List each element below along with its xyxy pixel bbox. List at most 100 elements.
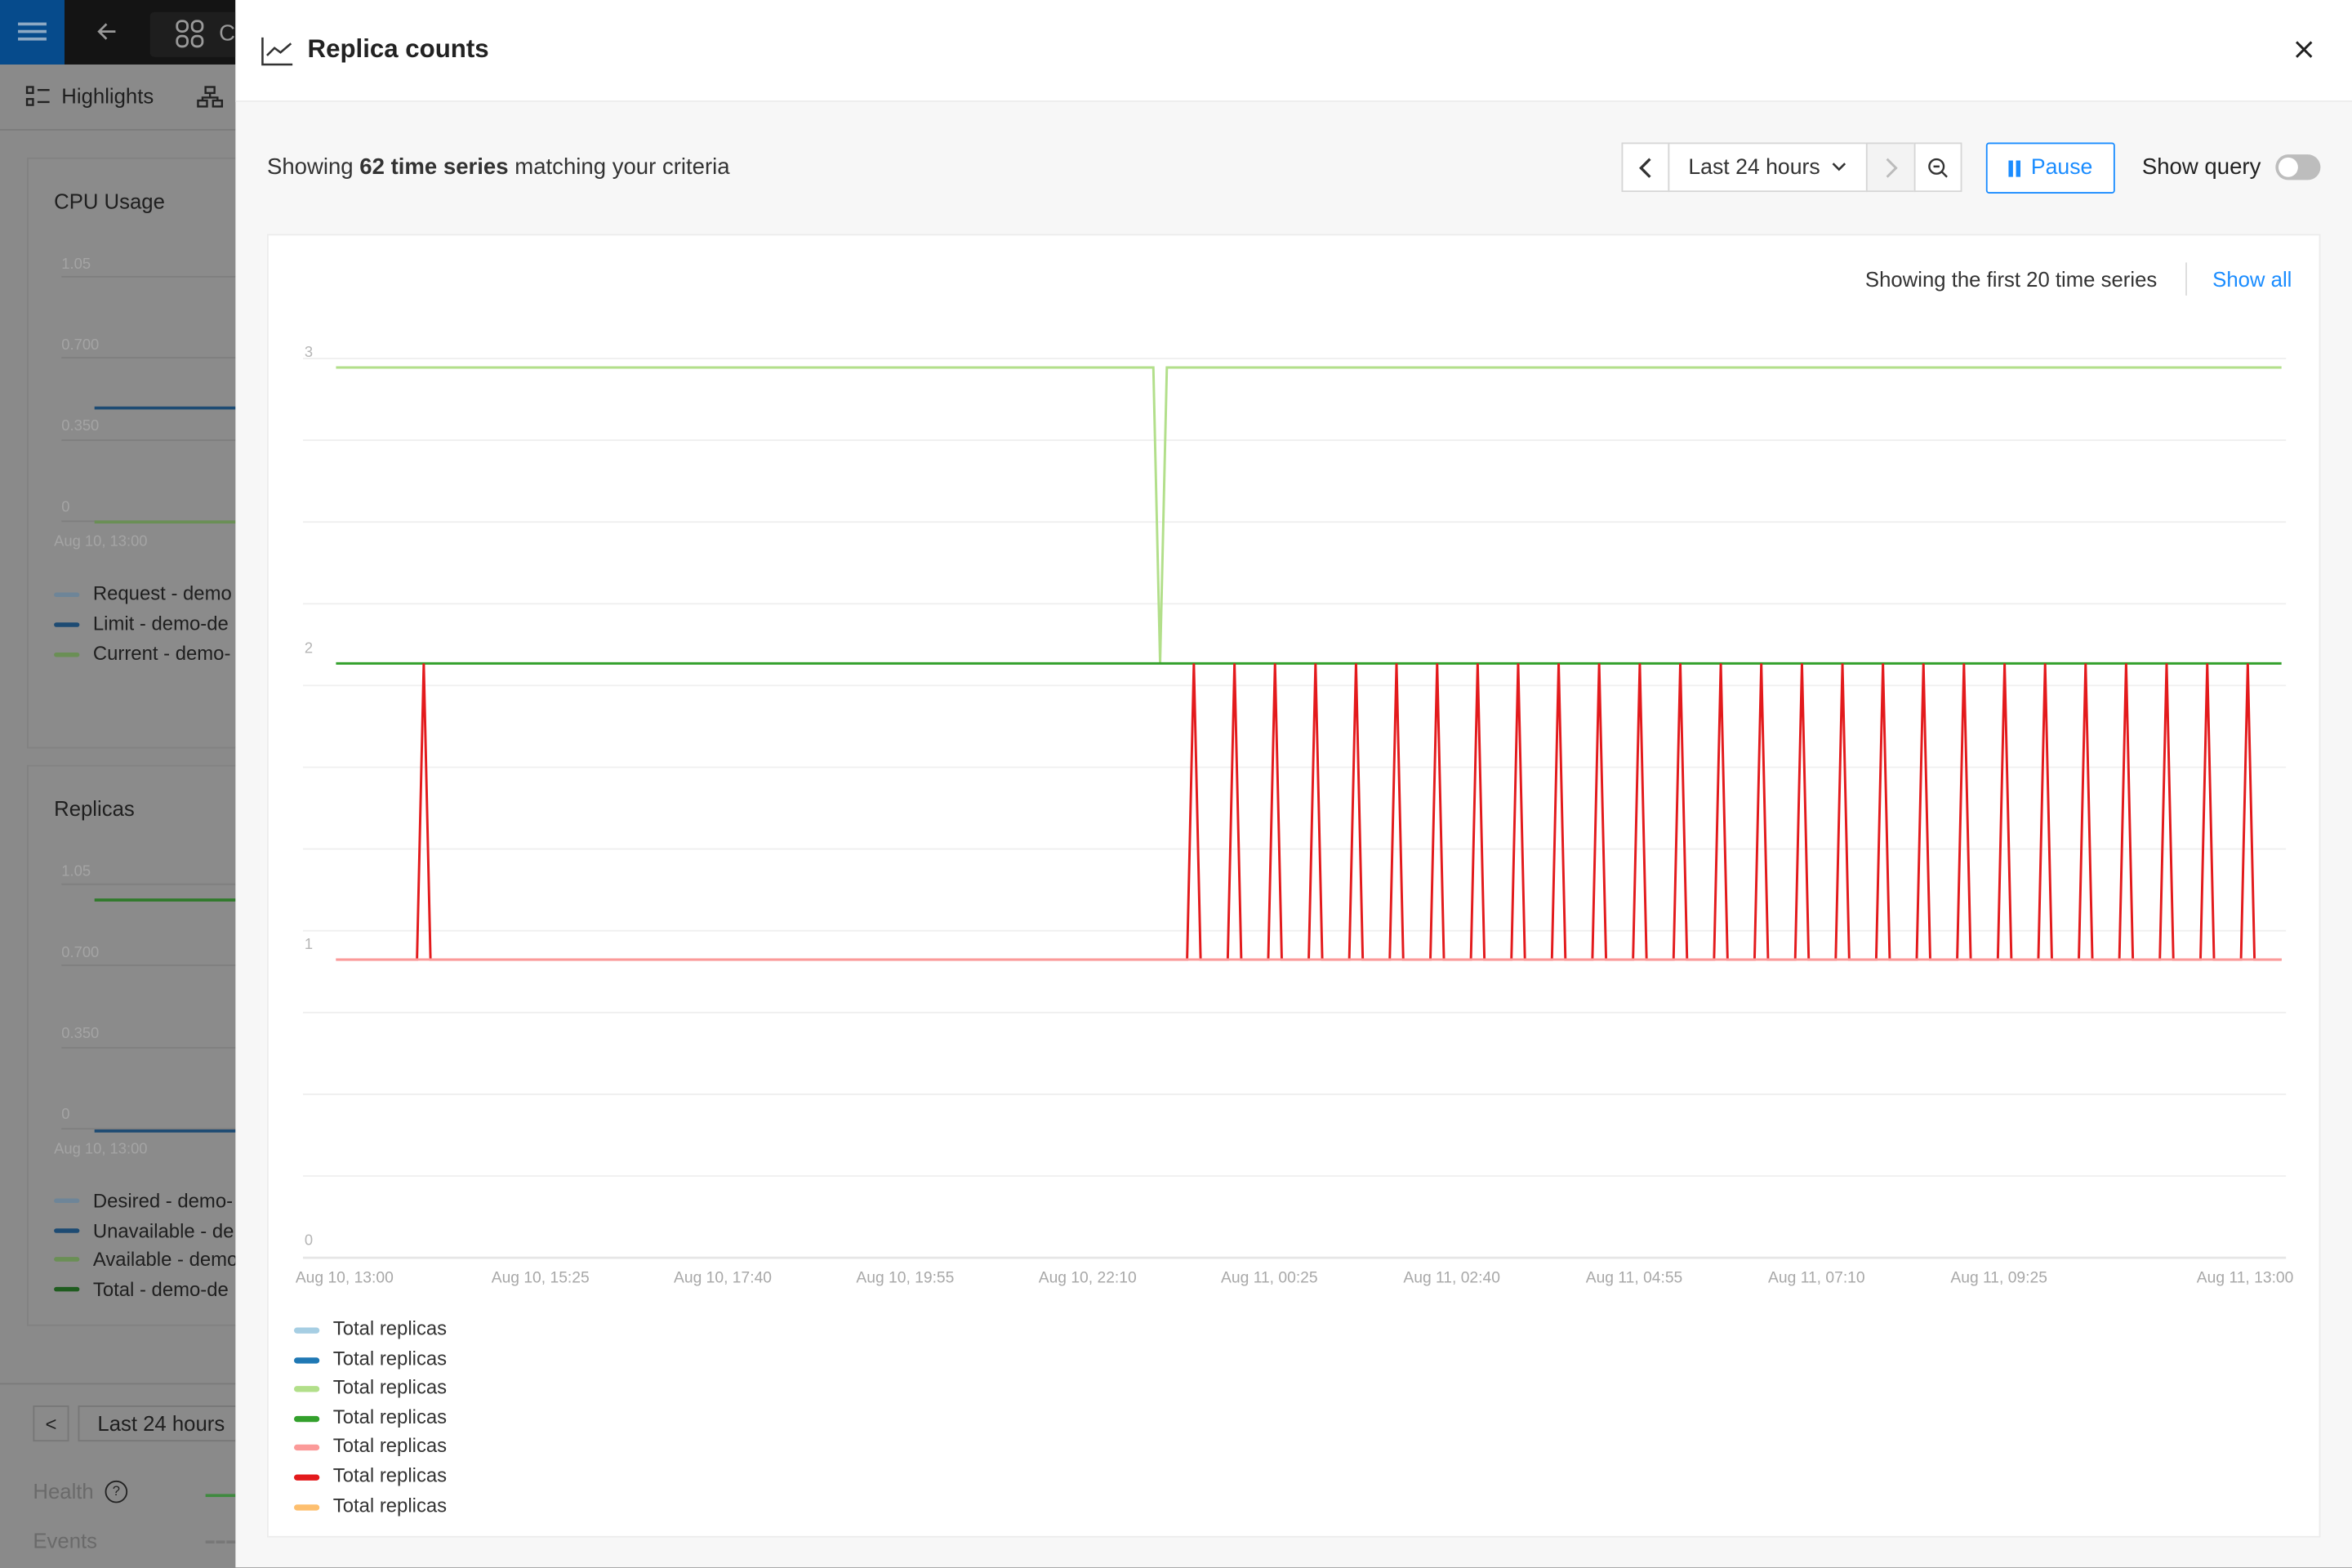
x-tick: Aug 10, 13:00	[54, 533, 148, 551]
summary-count: 62 time series	[359, 154, 509, 180]
apps-label: C	[219, 20, 236, 47]
x-tick-label: Aug 11, 00:25	[1221, 1269, 1318, 1286]
pause-icon	[2008, 159, 2020, 176]
modal-header: Replica counts	[235, 0, 2352, 102]
zoom-out-button[interactable]	[1913, 142, 1962, 193]
show-query-toggle[interactable]	[2275, 154, 2321, 180]
x-tick-label: Aug 10, 15:25	[492, 1269, 590, 1286]
next-range-button[interactable]	[1865, 142, 1916, 193]
events-line	[205, 1540, 236, 1544]
legend-label: Total replicas	[332, 1434, 448, 1458]
prev-range-button[interactable]	[1621, 142, 1670, 193]
chevron-right-icon	[1885, 157, 1897, 177]
limit-line	[94, 406, 236, 410]
gridline	[61, 1047, 236, 1049]
legend-swatch	[294, 1356, 320, 1363]
gridline	[61, 275, 236, 278]
time-range-dropdown[interactable]: Last 24 hours	[1668, 142, 1868, 193]
series-line	[336, 663, 2282, 961]
x-tick-label: Aug 11, 02:40	[1403, 1269, 1500, 1286]
highlights-list-icon[interactable]	[25, 86, 51, 109]
help-icon[interactable]: ?	[105, 1480, 128, 1503]
replica-counts-modal: Replica counts Showing 62 time series ma…	[235, 0, 2352, 1568]
legend-item: Unavailable - de	[92, 1219, 234, 1242]
top-bar: C	[0, 0, 236, 65]
y-tick-label: 1	[305, 935, 313, 952]
replicas-card: Replicas 1.05 0.700 0.350 0 Aug 10, 13:0…	[27, 764, 236, 1326]
gridline	[61, 357, 236, 359]
legend-label: Total replicas	[332, 1346, 448, 1370]
separator	[2185, 262, 2187, 296]
hamburger-icon-bar	[18, 29, 47, 33]
legend-label: Total replicas	[332, 1493, 448, 1517]
y-tick-label: 3	[305, 343, 313, 360]
gridline	[61, 439, 236, 442]
zoom-out-icon	[1928, 157, 1948, 177]
x-tick-label: Aug 10, 19:55	[856, 1269, 954, 1286]
series-limit-note: Showing the first 20 time series	[1864, 266, 2158, 292]
close-icon[interactable]	[2287, 33, 2320, 65]
y-tick: 1.05	[61, 863, 91, 881]
legend-swatch	[54, 1228, 80, 1233]
apps-grid-icon	[176, 20, 204, 48]
legend-swatch	[54, 622, 80, 627]
legend-swatch	[294, 1327, 320, 1334]
y-tick: 0.700	[61, 945, 100, 962]
y-tick: 0.350	[61, 418, 100, 435]
current-line	[94, 520, 236, 524]
x-tick-label: Aug 11, 07:10	[1768, 1269, 1865, 1286]
gridline	[61, 964, 236, 966]
y-tick: 0	[61, 499, 70, 516]
legend-swatch	[54, 1257, 80, 1262]
divider	[0, 1383, 236, 1385]
legend-label: Total replicas	[332, 1405, 448, 1428]
health-line	[205, 1494, 236, 1498]
apps-button[interactable]: C	[149, 11, 236, 57]
y-tick-label: 0	[305, 1231, 313, 1248]
y-tick: 0	[61, 1107, 70, 1124]
chart-card: Showing the first 20 time series Show al…	[266, 234, 2321, 1538]
time-range-value: Last 24 hours	[1688, 155, 1820, 180]
summary-suffix: matching your criteria	[508, 154, 730, 180]
legend-item: Desired - demo-	[92, 1189, 234, 1213]
x-tick-label: Aug 11, 04:55	[1586, 1269, 1683, 1286]
legend-item: Request - demo	[92, 581, 232, 605]
x-tick-label: Aug 11, 13:00	[2197, 1269, 2294, 1286]
x-tick-label: Aug 10, 13:00	[296, 1269, 394, 1286]
y-tick: 1.05	[61, 256, 91, 274]
pause-button[interactable]: Pause	[1985, 142, 2115, 194]
show-all-link[interactable]: Show all	[2212, 266, 2292, 292]
legend-swatch	[54, 1198, 80, 1204]
series-line	[336, 366, 2282, 664]
toggle-knob	[2278, 157, 2298, 177]
legend-label: Total replicas	[332, 1316, 448, 1340]
line-chart-icon	[261, 37, 293, 66]
hamburger-icon-bar	[18, 37, 47, 41]
topology-icon[interactable]	[197, 86, 224, 109]
prev-range-button[interactable]: <	[33, 1405, 69, 1442]
show-query-label: Show query	[2141, 154, 2261, 180]
modal-title: Replica counts	[307, 34, 489, 64]
legend-swatch	[294, 1474, 320, 1481]
highlights-tab[interactable]: Highlights	[61, 83, 154, 109]
menu-button[interactable]	[0, 0, 65, 65]
legend-swatch	[294, 1386, 320, 1392]
summary-prefix: Showing	[266, 154, 360, 180]
legend-swatch	[54, 592, 80, 598]
chevron-down-icon	[1833, 163, 1846, 172]
back-arrow-icon[interactable]	[96, 21, 118, 42]
unavailable-line	[94, 1129, 236, 1133]
time-range-select[interactable]: Last 24 hours	[78, 1405, 236, 1442]
pause-label: Pause	[2030, 156, 2093, 180]
legend-label: Total replicas	[332, 1375, 448, 1399]
legend-label: Total replicas	[332, 1463, 448, 1487]
legend-swatch	[54, 652, 80, 657]
events-label: Events	[33, 1528, 98, 1553]
y-tick: 0.350	[61, 1026, 100, 1043]
legend-swatch	[294, 1445, 320, 1451]
background-app: C Highlights CPU Usage 1.05 0.700 0.350 …	[0, 0, 236, 1568]
health-label: Health	[33, 1479, 94, 1503]
card-title: Replicas	[54, 796, 135, 821]
y-tick-label: 2	[305, 639, 313, 657]
legend-item: Current - demo-	[92, 642, 231, 665]
